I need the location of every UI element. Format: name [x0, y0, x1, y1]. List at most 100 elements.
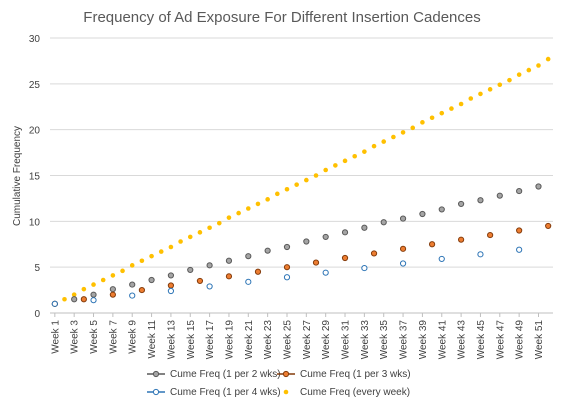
data-point: [158, 249, 164, 254]
x-tick-label: Week 31: [341, 320, 352, 360]
data-point: [283, 243, 291, 251]
data-point: [129, 281, 136, 288]
data-point: [149, 253, 154, 259]
data-point: [496, 192, 503, 199]
data-point: [507, 77, 512, 83]
data-point: [361, 224, 368, 231]
y-tick-label: 30: [29, 34, 41, 45]
x-tick-label: Week 47: [495, 320, 506, 360]
data-point: [236, 210, 241, 216]
data-point: [497, 82, 503, 88]
data-point: [129, 292, 136, 299]
legend-label: Cume Freq (1 per 2 wks): [170, 369, 281, 380]
data-point: [410, 125, 416, 131]
legend: Cume Freq (1 per 2 wks) Cume Freq (1 per …: [147, 369, 411, 398]
y-tick-label: 15: [29, 172, 41, 183]
data-point: [187, 266, 194, 274]
x-tick-label: Week 19: [224, 320, 235, 360]
data-point: [216, 220, 222, 226]
data-point: [468, 96, 474, 101]
series-1: [51, 222, 552, 307]
data-point: [458, 200, 465, 208]
y-axis-ticks: 0 5 10 15 20 25 30: [29, 34, 41, 320]
data-point: [420, 120, 425, 125]
data-point: [487, 87, 493, 92]
x-tick-label: Week 5: [89, 320, 100, 354]
y-tick-label: 0: [34, 309, 40, 320]
x-tick-label: Week 23: [263, 320, 274, 360]
data-point: [341, 229, 349, 236]
data-point: [138, 286, 145, 294]
data-point: [91, 282, 96, 287]
data-point: [167, 272, 175, 279]
data-point: [139, 258, 145, 264]
data-point: [341, 254, 349, 262]
data-point: [168, 244, 174, 250]
data-point: [178, 239, 183, 244]
data-point: [352, 153, 358, 159]
y-tick-label: 25: [29, 80, 41, 91]
x-tick-label: Week 9: [128, 320, 139, 354]
data-point: [362, 149, 367, 154]
x-tick-label: Week 11: [147, 320, 158, 359]
x-tick-label: Week 41: [437, 320, 448, 360]
x-tick-label: Week 1: [50, 320, 61, 354]
data-point: [342, 158, 348, 164]
data-point: [90, 297, 97, 304]
y-axis-label: Cumulative Frequency: [12, 126, 23, 226]
legend-marker: [152, 370, 160, 378]
data-point: [449, 106, 454, 111]
data-point: [438, 206, 445, 213]
data-point: [226, 215, 232, 220]
data-point: [196, 277, 204, 285]
data-point: [225, 273, 233, 280]
data-point: [322, 269, 329, 276]
data-point: [526, 67, 532, 73]
legend-marker: [282, 370, 290, 378]
data-point: [294, 182, 299, 187]
data-point: [516, 187, 523, 195]
legend-item: Cume Freq (1 per 4 wks): [147, 387, 281, 398]
data-point: [109, 286, 116, 293]
data-point: [429, 115, 435, 121]
x-tick-label: Week 21: [244, 320, 255, 360]
y-tick-label: 20: [29, 126, 41, 137]
data-point: [62, 296, 67, 302]
legend-marker: [283, 389, 289, 395]
data-point: [283, 274, 291, 281]
data-point: [225, 257, 233, 264]
data-point: [81, 286, 87, 292]
data-point: [478, 91, 483, 97]
data-point: [371, 143, 377, 149]
data-point: [535, 183, 542, 190]
data-point: [120, 268, 125, 274]
legend-item: Cume Freq (1 per 2 wks): [147, 369, 281, 380]
x-tick-label: Week 51: [534, 320, 545, 360]
data-point: [245, 253, 252, 260]
data-point: [370, 250, 378, 257]
data-point: [275, 191, 280, 197]
data-point: [264, 247, 271, 254]
data-point: [323, 167, 328, 173]
series-0: [51, 183, 542, 307]
data-point: [90, 291, 97, 298]
y-tick-label: 5: [34, 263, 40, 274]
x-tick-label: Week 29: [321, 320, 332, 360]
data-point: [487, 231, 494, 239]
data-point: [71, 292, 77, 297]
data-point: [148, 276, 155, 284]
data-point: [381, 139, 387, 144]
x-tick-label: Week 3: [70, 320, 81, 354]
x-tick-label: Week 15: [186, 320, 197, 360]
data-point: [477, 251, 484, 258]
data-point: [284, 186, 290, 192]
data-series: [51, 56, 552, 307]
x-tick-label: Week 39: [418, 320, 429, 360]
data-point: [545, 56, 551, 62]
legend-item: Cume Freq (every week): [283, 387, 410, 398]
data-point: [100, 277, 106, 283]
data-point: [207, 225, 212, 231]
data-point: [187, 234, 193, 240]
